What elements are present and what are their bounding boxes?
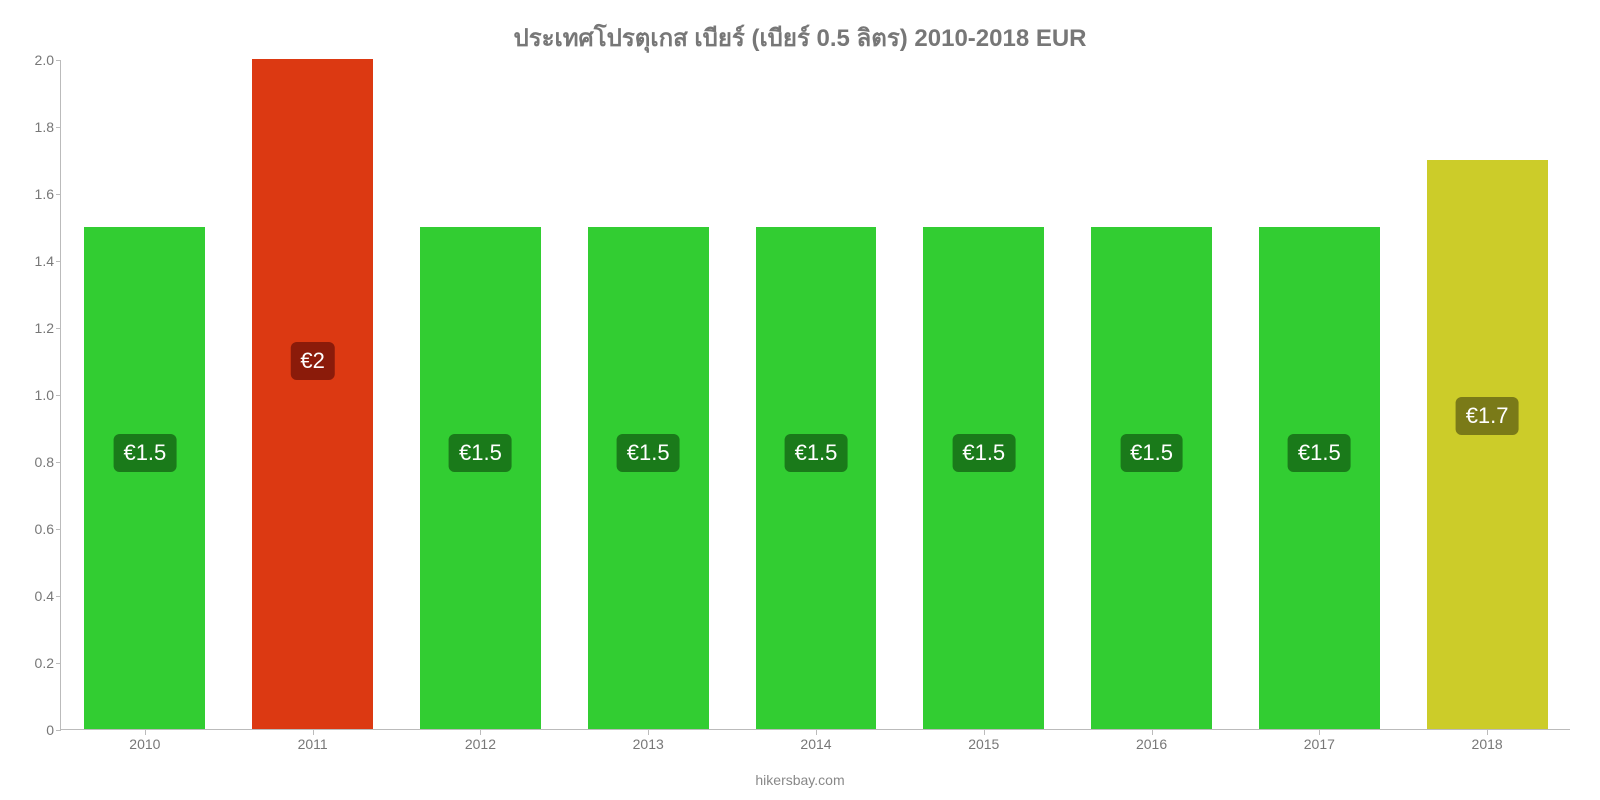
bar bbox=[1259, 227, 1380, 730]
bar-value-label: €1.7 bbox=[1456, 397, 1519, 435]
x-tick-label: 2010 bbox=[129, 736, 160, 752]
y-tick-label: 0.2 bbox=[35, 655, 54, 671]
x-tick-mark bbox=[480, 730, 481, 735]
y-tick-mark bbox=[56, 261, 61, 262]
y-tick-mark bbox=[56, 529, 61, 530]
bar-value-label: €1.5 bbox=[1120, 434, 1183, 472]
bar-value-label: €1.5 bbox=[617, 434, 680, 472]
y-tick-mark bbox=[56, 730, 61, 731]
x-tick-label: 2017 bbox=[1304, 736, 1335, 752]
bar-value-label: €1.5 bbox=[952, 434, 1015, 472]
y-tick-label: 1.0 bbox=[35, 387, 54, 403]
chart-area: 00.20.40.60.81.01.21.41.61.82.02010€1.52… bbox=[60, 60, 1570, 730]
plot-area: 00.20.40.60.81.01.21.41.61.82.02010€1.52… bbox=[60, 60, 1570, 730]
x-tick-label: 2018 bbox=[1472, 736, 1503, 752]
x-tick-mark bbox=[1487, 730, 1488, 735]
footer-text: hikersbay.com bbox=[755, 772, 844, 788]
x-tick-mark bbox=[313, 730, 314, 735]
bar bbox=[756, 227, 877, 730]
bar bbox=[1091, 227, 1212, 730]
bar bbox=[1427, 160, 1548, 730]
y-tick-label: 1.4 bbox=[35, 253, 54, 269]
y-tick-label: 2.0 bbox=[35, 52, 54, 68]
y-tick-label: 0 bbox=[46, 722, 54, 738]
bar bbox=[420, 227, 541, 730]
y-tick-label: 1.6 bbox=[35, 186, 54, 202]
x-tick-label: 2012 bbox=[465, 736, 496, 752]
chart-title: ประเทศโปรตุเกส เบียร์ (เบียร์ 0.5 ลิตร) … bbox=[0, 0, 1600, 65]
y-tick-mark bbox=[56, 663, 61, 664]
bar-value-label: €1.5 bbox=[449, 434, 512, 472]
x-tick-mark bbox=[1152, 730, 1153, 735]
bar bbox=[84, 227, 205, 730]
x-tick-mark bbox=[984, 730, 985, 735]
x-tick-mark bbox=[648, 730, 649, 735]
bar-value-label: €1.5 bbox=[785, 434, 848, 472]
y-tick-mark bbox=[56, 596, 61, 597]
y-tick-label: 0.6 bbox=[35, 521, 54, 537]
x-tick-mark bbox=[145, 730, 146, 735]
x-tick-label: 2011 bbox=[298, 736, 328, 752]
y-tick-mark bbox=[56, 395, 61, 396]
bar bbox=[252, 59, 373, 729]
y-tick-label: 0.8 bbox=[35, 454, 54, 470]
y-tick-label: 1.2 bbox=[35, 320, 54, 336]
bar-value-label: €2 bbox=[290, 342, 334, 380]
x-tick-label: 2014 bbox=[800, 736, 831, 752]
x-tick-label: 2013 bbox=[633, 736, 664, 752]
y-tick-mark bbox=[56, 127, 61, 128]
x-tick-label: 2016 bbox=[1136, 736, 1167, 752]
bar-value-label: €1.5 bbox=[113, 434, 176, 472]
y-tick-mark bbox=[56, 328, 61, 329]
y-tick-label: 0.4 bbox=[35, 588, 54, 604]
bar bbox=[923, 227, 1044, 730]
bar-value-label: €1.5 bbox=[1288, 434, 1351, 472]
y-tick-label: 1.8 bbox=[35, 119, 54, 135]
x-tick-mark bbox=[816, 730, 817, 735]
y-tick-mark bbox=[56, 60, 61, 61]
y-tick-mark bbox=[56, 194, 61, 195]
x-tick-label: 2015 bbox=[968, 736, 999, 752]
x-tick-mark bbox=[1319, 730, 1320, 735]
y-tick-mark bbox=[56, 462, 61, 463]
bar bbox=[588, 227, 709, 730]
